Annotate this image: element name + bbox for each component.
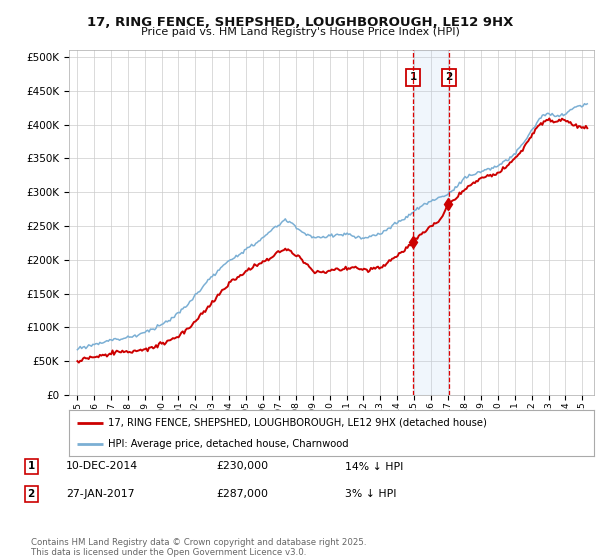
Text: Contains HM Land Registry data © Crown copyright and database right 2025.
This d: Contains HM Land Registry data © Crown c… bbox=[31, 538, 367, 557]
Bar bbox=[413, 50, 449, 395]
Text: 27-JAN-2017: 27-JAN-2017 bbox=[66, 489, 134, 499]
Text: 17, RING FENCE, SHEPSHED, LOUGHBOROUGH, LE12 9HX: 17, RING FENCE, SHEPSHED, LOUGHBOROUGH, … bbox=[87, 16, 513, 29]
Text: Price paid vs. HM Land Registry's House Price Index (HPI): Price paid vs. HM Land Registry's House … bbox=[140, 27, 460, 37]
Text: £230,000: £230,000 bbox=[216, 461, 268, 472]
Text: 1: 1 bbox=[28, 461, 35, 472]
Text: £287,000: £287,000 bbox=[216, 489, 268, 499]
Text: 2: 2 bbox=[28, 489, 35, 499]
Text: 3% ↓ HPI: 3% ↓ HPI bbox=[345, 489, 397, 499]
Text: 14% ↓ HPI: 14% ↓ HPI bbox=[345, 461, 403, 472]
Text: 1: 1 bbox=[409, 72, 416, 82]
Text: 2: 2 bbox=[445, 72, 452, 82]
Text: 10-DEC-2014: 10-DEC-2014 bbox=[66, 461, 138, 472]
Text: HPI: Average price, detached house, Charnwood: HPI: Average price, detached house, Char… bbox=[109, 439, 349, 449]
Text: 17, RING FENCE, SHEPSHED, LOUGHBOROUGH, LE12 9HX (detached house): 17, RING FENCE, SHEPSHED, LOUGHBOROUGH, … bbox=[109, 418, 487, 428]
